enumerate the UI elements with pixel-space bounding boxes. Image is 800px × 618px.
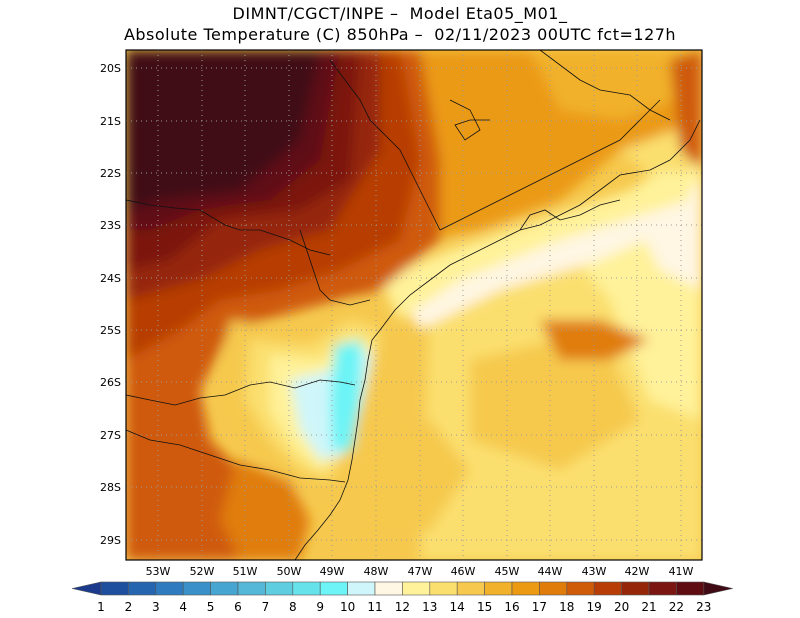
longitude-labels: 53W 52W 51W 50W 49W 48W 47W 46W 45W 44W 43W 42W 41W (146, 565, 694, 578)
colorbar-swatch (100, 581, 129, 596)
colorbar-label: 13 (422, 600, 437, 614)
colorbar-swatch (484, 581, 513, 596)
colorbar-swatch (402, 581, 431, 596)
longitude-label: 46W (451, 565, 476, 578)
colorbar-label: 12 (395, 600, 410, 614)
colorbar-label: 6 (234, 600, 242, 614)
longitude-label: 43W (582, 565, 607, 578)
colorbar-labels: 1 2 3 4 5 6 7 8 9 10 11 12 13 14 15 16 17 18 19 20 21 22 23 (97, 600, 711, 614)
colorbar-swatch (265, 581, 294, 596)
colorbar-label: 22 (669, 600, 684, 614)
colorbar-swatch (155, 581, 184, 596)
coastline-and-borders (126, 50, 701, 560)
colorbar-swatch (566, 581, 595, 596)
colorbar-label: 20 (614, 600, 629, 614)
colorbar-label: 9 (316, 600, 324, 614)
colorbar-label: 17 (532, 600, 547, 614)
colorbar-label: 21 (641, 600, 656, 614)
latitude-label: 21S (100, 115, 121, 128)
colorbar-label: 1 (97, 600, 105, 614)
latitude-label: 20S (100, 62, 121, 75)
temperature-field (126, 50, 702, 560)
colorbar-label: 2 (125, 600, 133, 614)
colorbar-label: 23 (696, 600, 711, 614)
latitude-label: 26S (100, 376, 121, 389)
colorbar-label: 16 (504, 600, 519, 614)
colorbar-label: 3 (152, 600, 160, 614)
graticule (126, 50, 702, 560)
colorbar-swatch (621, 581, 650, 596)
longitude-label: 49W (320, 565, 345, 578)
chart-title-line-2: Absolute Temperature (C) 850hPa – 02/11/… (123, 25, 677, 44)
colorbar-label: 18 (559, 600, 574, 614)
colorbar-label: 5 (207, 600, 215, 614)
colorbar-swatch (676, 581, 705, 596)
latitude-label: 23S (100, 219, 121, 232)
colorbar-label: 8 (289, 600, 297, 614)
colorbar-label: 19 (587, 600, 602, 614)
longitude-label: 50W (277, 565, 302, 578)
colorbar-swatch (128, 581, 157, 596)
colorbar-swatch (374, 581, 403, 596)
colorbar-swatch (539, 581, 568, 596)
latitude-label: 22S (100, 167, 121, 180)
longitude-label: 53W (146, 565, 171, 578)
longitude-label: 42W (625, 565, 650, 578)
colorbar-swatch (429, 581, 458, 596)
colorbar-swatch (347, 581, 376, 596)
colorbar-swatch (71, 581, 102, 596)
colorbar-swatch (456, 581, 485, 596)
longitude-label: 48W (364, 565, 389, 578)
longitude-label: 41W (669, 565, 694, 578)
colorbar-swatch (292, 581, 321, 596)
longitude-label: 51W (233, 565, 258, 578)
longitude-label: 44W (538, 565, 563, 578)
latitude-label: 24S (100, 272, 121, 285)
colorbar-label: 15 (477, 600, 492, 614)
latitude-label: 25S (100, 324, 121, 337)
colorbar-label: 14 (450, 600, 465, 614)
colorbar-swatch (237, 581, 266, 596)
colorbar-swatch (648, 581, 677, 596)
latitude-label: 27S (100, 429, 121, 442)
colorbar-label: 4 (179, 600, 187, 614)
latitude-label: 29S (100, 534, 121, 547)
plot-frame (125, 49, 703, 561)
colorbar-label: 10 (340, 600, 355, 614)
colorbar-swatch (703, 581, 733, 596)
latitude-label: 28S (100, 481, 121, 494)
colorbar-swatch (593, 581, 622, 596)
colorbar-swatch (182, 581, 211, 596)
colorbar-label: 11 (367, 600, 382, 614)
chart-title-line-1: DIMNT/CGCT/INPE – Model Eta05_M01_ (232, 4, 568, 23)
longitude-label: 45W (495, 565, 520, 578)
latitude-labels: 20S 21S 22S 23S 24S 25S 26S 27S 28S 29S (100, 62, 121, 547)
longitude-label: 52W (190, 565, 215, 578)
longitude-label: 47W (408, 565, 433, 578)
colorbar-swatch (319, 581, 348, 596)
colorbar-label: 7 (262, 600, 270, 614)
colorbar (71, 581, 733, 596)
colorbar-swatch (210, 581, 239, 596)
colorbar-swatch (511, 581, 540, 596)
